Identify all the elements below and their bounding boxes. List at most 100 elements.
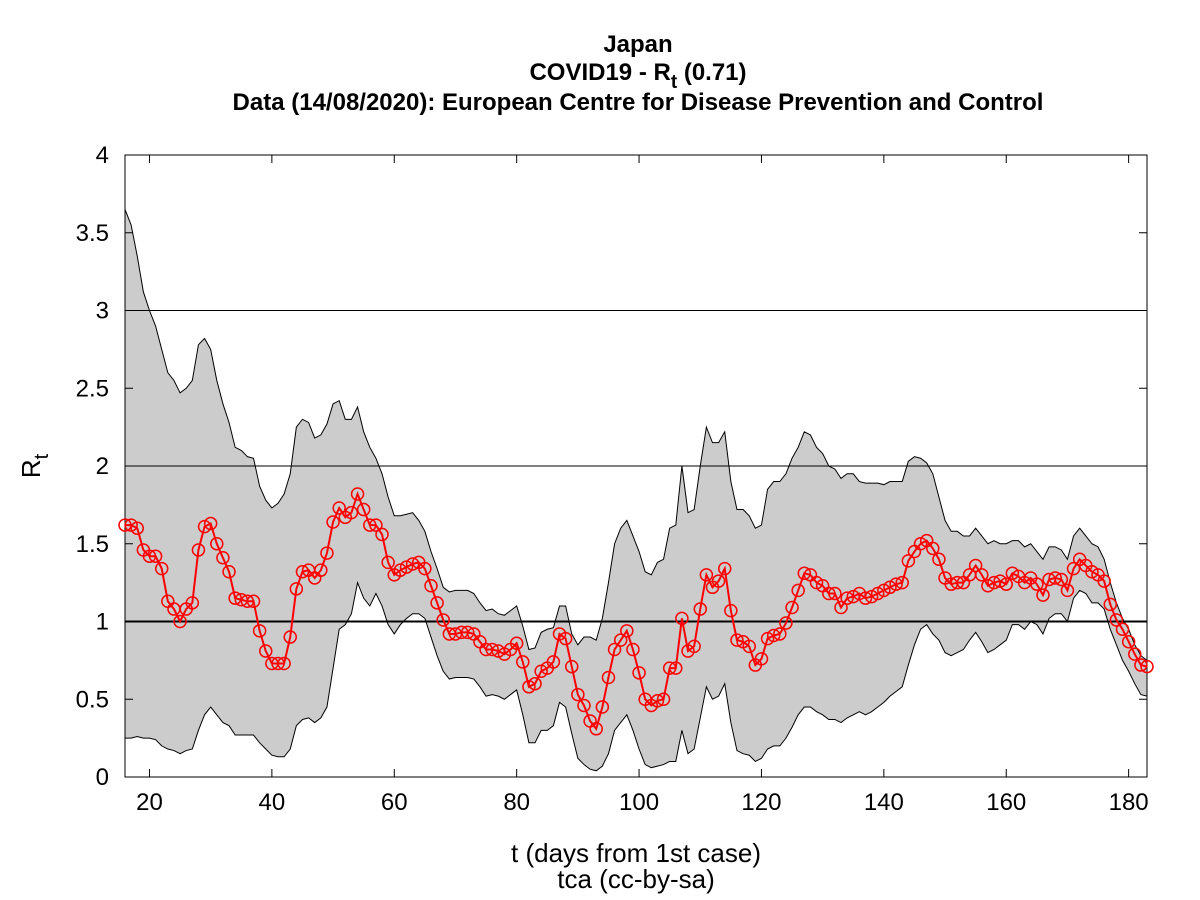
point-marker	[320, 546, 334, 560]
chart-title: Japan	[603, 31, 672, 58]
point-marker	[858, 591, 873, 605]
point-marker	[485, 642, 499, 657]
point-marker	[822, 586, 836, 601]
point-marker	[975, 568, 989, 582]
point-marker	[516, 655, 530, 669]
point-marker	[173, 614, 187, 629]
point-marker	[1054, 572, 1069, 587]
point-marker	[613, 633, 628, 647]
point-marker	[460, 625, 475, 640]
x-tick-label: 100	[619, 789, 659, 816]
point-marker	[344, 505, 359, 520]
point-marker	[766, 628, 781, 643]
point-marker	[901, 554, 916, 568]
point-marker	[932, 552, 946, 567]
point-marker	[742, 639, 756, 654]
point-marker	[779, 616, 793, 630]
point-marker	[724, 603, 738, 618]
x-tick-label: 180	[1109, 789, 1149, 816]
point-marker	[968, 558, 983, 573]
point-marker	[754, 652, 769, 666]
band-lower	[125, 580, 1148, 772]
point-marker	[424, 578, 438, 593]
point-marker	[650, 694, 665, 708]
point-marker	[203, 516, 218, 531]
point-marker	[1030, 577, 1044, 591]
point-marker	[130, 521, 144, 535]
point-marker	[950, 575, 965, 590]
point-marker	[509, 636, 524, 651]
point-marker	[1121, 634, 1136, 649]
point-marker	[607, 642, 622, 657]
point-marker	[870, 586, 885, 601]
point-marker	[1103, 597, 1118, 612]
x-tick-label: 60	[381, 789, 408, 816]
point-marker	[711, 574, 726, 588]
point-marker	[197, 519, 212, 534]
point-marker	[418, 561, 432, 576]
point-marker	[240, 594, 255, 609]
y-tick-label: 0.5	[76, 686, 109, 713]
y-label-sub: t	[31, 453, 53, 459]
point-marker	[999, 577, 1013, 591]
band-fill	[125, 209, 1147, 771]
point-marker	[222, 564, 236, 579]
point-marker	[1128, 647, 1142, 661]
point-marker	[271, 656, 285, 671]
point-marker	[595, 700, 610, 714]
point-marker	[369, 518, 383, 532]
x-tick-label: 120	[741, 789, 781, 816]
point-marker	[1036, 588, 1050, 602]
point-marker	[185, 596, 200, 610]
chart-source: Data (14/08/2020): European Centre for D…	[233, 89, 1044, 116]
point-marker	[326, 515, 340, 529]
point-marker	[228, 591, 242, 605]
point-marker	[283, 630, 297, 644]
point-marker	[889, 577, 903, 591]
point-marker	[381, 555, 395, 570]
point-marker	[546, 655, 561, 669]
point-marker	[148, 549, 163, 563]
point-marker	[405, 557, 420, 571]
point-marker	[436, 613, 450, 627]
point-marker	[571, 687, 585, 702]
point-marker	[124, 518, 138, 532]
subtitle-main: COVID19 - R	[529, 59, 670, 86]
point-marker	[809, 575, 824, 590]
point-marker	[1048, 571, 1062, 585]
point-marker	[356, 502, 371, 517]
point-marker	[601, 670, 616, 685]
y-tick-label: 2	[96, 453, 109, 480]
point-marker	[1060, 583, 1075, 598]
point-marker	[626, 642, 640, 657]
y-axis-label: Rt	[16, 453, 53, 478]
caption: tca (cc-by-sa)	[557, 864, 714, 894]
point-marker	[210, 537, 224, 551]
y-tick-label: 1.5	[76, 531, 109, 558]
point-marker	[1134, 658, 1148, 672]
chart-subtitle: COVID19 - Rt (0.71)	[529, 59, 746, 93]
point-marker	[656, 692, 671, 706]
point-marker	[393, 563, 408, 577]
point-marker	[773, 627, 787, 641]
y-tick-label: 4	[96, 142, 109, 169]
subtitle-sub: t	[671, 72, 678, 93]
point-marker	[589, 722, 603, 736]
x-tick-label: 40	[259, 789, 286, 816]
point-marker	[332, 501, 346, 515]
point-marker	[981, 578, 995, 593]
point-marker	[797, 566, 812, 581]
point-marker	[1140, 659, 1154, 674]
series-line	[125, 491, 1148, 731]
point-marker	[1005, 566, 1020, 581]
point-marker	[760, 631, 775, 646]
point-marker	[620, 624, 634, 638]
point-marker	[289, 582, 304, 596]
point-marker	[883, 580, 897, 595]
point-marker	[632, 666, 646, 680]
band-upper	[124, 209, 1148, 661]
point-marker	[1109, 613, 1124, 627]
point-marker	[1097, 574, 1111, 588]
point-marker	[993, 574, 1007, 588]
